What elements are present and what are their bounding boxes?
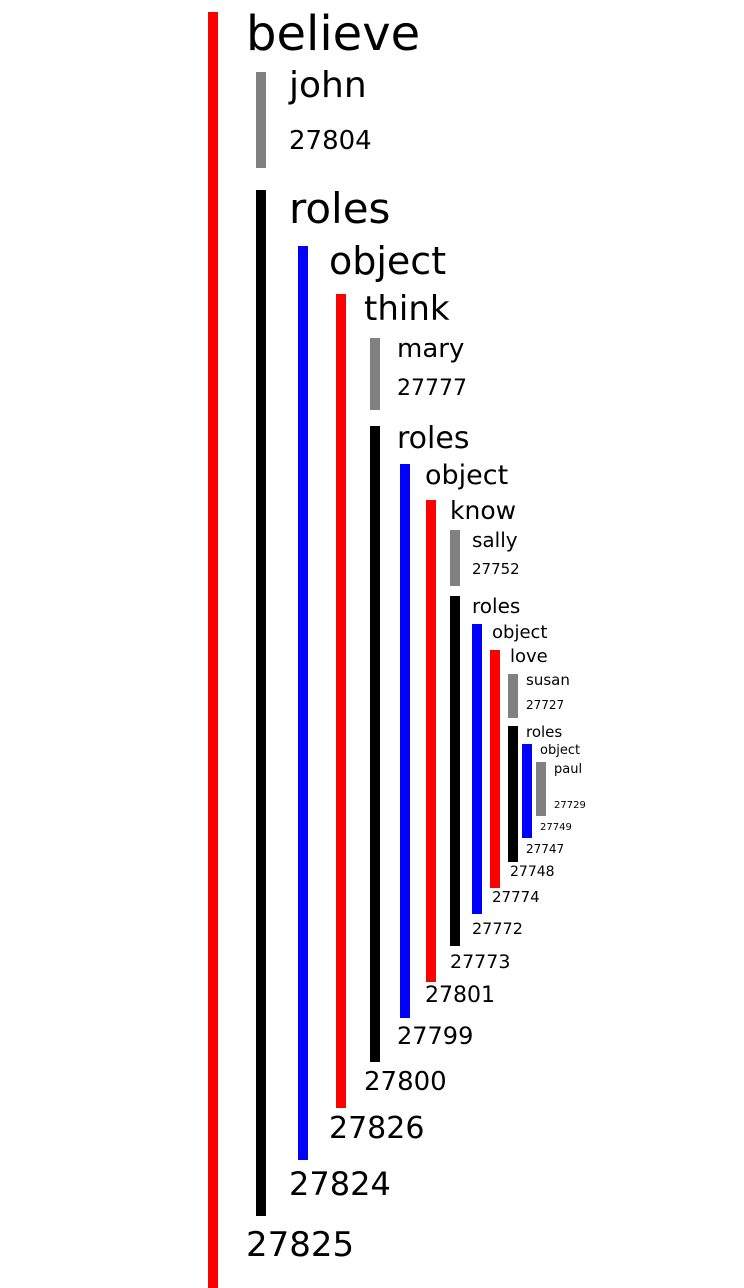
roles-id: 27772 <box>472 919 523 938</box>
paul-label: paul <box>554 762 583 777</box>
paul-id: 27729 <box>554 800 586 811</box>
object-label: object <box>425 460 509 491</box>
object-id: 27749 <box>540 822 572 833</box>
roles-bar <box>256 190 266 1216</box>
object-label: object <box>329 239 447 283</box>
object-bar <box>472 624 482 914</box>
sally-bar <box>450 530 460 586</box>
mary-label: mary <box>397 334 465 364</box>
sally-label: sally <box>472 528 518 552</box>
love-id: 27748 <box>510 864 555 880</box>
susan-bar <box>508 674 518 718</box>
john-bar <box>256 72 266 168</box>
know-id: 27773 <box>450 951 511 973</box>
roles-label: roles <box>397 421 470 456</box>
roles-label: roles <box>526 723 563 741</box>
john-id: 27804 <box>289 126 372 156</box>
roles-id: 27799 <box>397 1022 474 1050</box>
object-bar <box>522 744 532 838</box>
mary-id: 27777 <box>397 376 467 401</box>
object-bar <box>298 246 308 1160</box>
roles-id: 27824 <box>289 1165 391 1203</box>
object-id: 27801 <box>425 983 495 1008</box>
roles-id: 27747 <box>526 842 565 856</box>
know-bar <box>426 500 436 982</box>
believe-bar <box>208 12 218 1288</box>
object-label: object <box>492 622 548 643</box>
susan-id: 27727 <box>526 698 565 712</box>
think-bar <box>336 294 346 1108</box>
roles-bar <box>508 726 518 862</box>
believe-id: 27825 <box>246 1225 355 1265</box>
object-bar <box>400 464 410 1018</box>
believe-label: believe <box>246 6 421 62</box>
think-id: 27800 <box>364 1067 447 1097</box>
john-label: john <box>289 65 367 106</box>
love-label: love <box>510 646 548 667</box>
roles-label: roles <box>472 594 521 618</box>
susan-label: susan <box>526 671 570 689</box>
object-label: object <box>540 743 581 758</box>
roles-bar <box>450 596 460 946</box>
roles-label: roles <box>289 184 391 233</box>
paul-bar <box>536 762 546 816</box>
object-id: 27774 <box>492 888 540 906</box>
love-bar <box>490 650 500 888</box>
roles-bar <box>370 426 380 1062</box>
object-id: 27826 <box>329 1111 425 1146</box>
mary-bar <box>370 338 380 410</box>
know-label: know <box>450 496 517 525</box>
think-label: think <box>364 289 450 329</box>
sally-id: 27752 <box>472 560 520 578</box>
